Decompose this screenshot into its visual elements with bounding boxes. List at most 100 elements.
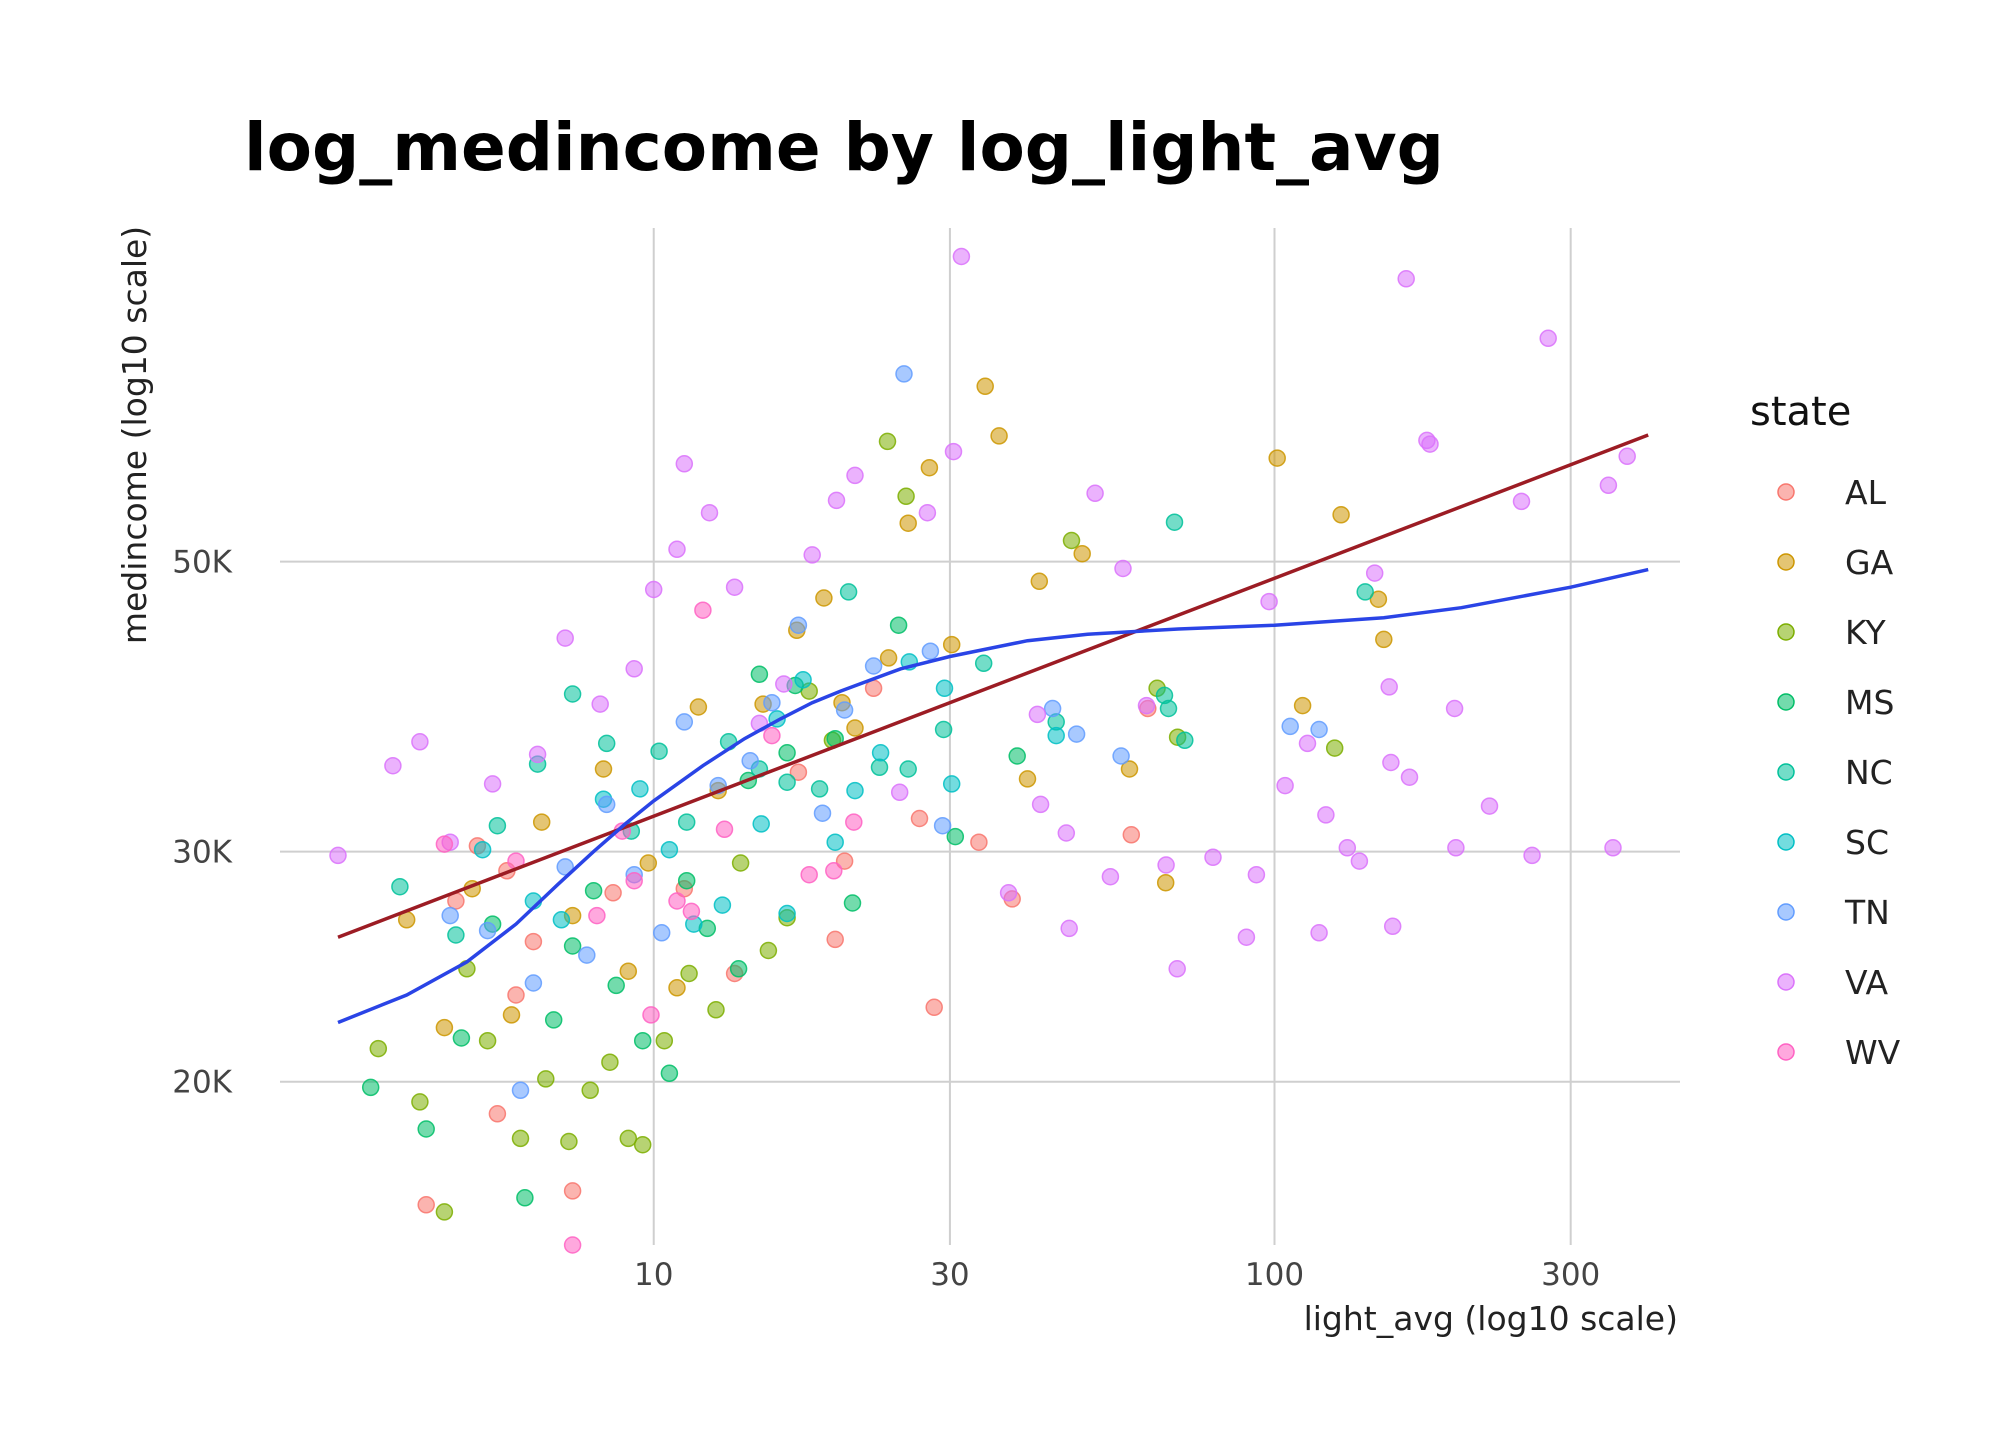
data-point-tn	[675, 713, 694, 731]
data-point-nc	[677, 813, 696, 831]
data-point-va	[1168, 960, 1186, 978]
y-tick-label: 20K	[172, 1065, 232, 1101]
data-point-sc	[794, 671, 812, 689]
x-tick-label: 10	[634, 1257, 673, 1293]
data-point-sc	[552, 911, 571, 929]
legend-key-wv	[1777, 1043, 1795, 1061]
data-point-va	[1480, 797, 1499, 815]
data-point-tn	[763, 693, 781, 712]
data-point-ky	[619, 1129, 638, 1148]
data-point-wv	[588, 906, 606, 925]
data-point-va	[1400, 768, 1419, 786]
data-point-ga	[815, 589, 833, 607]
data-point-al	[925, 998, 943, 1017]
data-point-sc	[826, 833, 844, 851]
data-point-al	[604, 884, 622, 902]
data-point-va	[668, 540, 686, 559]
data-point-tn	[1281, 717, 1299, 736]
data-point-va	[1380, 678, 1398, 696]
data-point-va	[1365, 564, 1384, 582]
chart-title: log_medincome by log_light_avg	[244, 109, 1444, 186]
data-point-va	[1338, 839, 1357, 857]
data-point-va	[1310, 924, 1328, 942]
data-point-ms	[607, 976, 625, 995]
data-point-ms	[660, 1064, 679, 1083]
legend-key-ga	[1777, 553, 1795, 571]
data-point-va	[1028, 705, 1047, 724]
data-point-va	[1599, 476, 1618, 495]
data-point-tn	[933, 816, 952, 835]
data-point-va	[1276, 776, 1294, 795]
data-point-tn	[921, 642, 940, 660]
legend-label-al: AL	[1845, 473, 1887, 512]
linear-fit-line	[337, 433, 1649, 939]
data-point-nc	[391, 877, 409, 896]
data-point-tn	[789, 616, 808, 634]
data-point-nc	[870, 758, 889, 777]
data-point-al	[910, 809, 929, 828]
data-point-nc	[447, 926, 465, 944]
data-point-ga	[1332, 506, 1350, 524]
data-point-tn	[652, 924, 671, 942]
data-point-va	[1350, 852, 1369, 870]
data-point-wv	[563, 1236, 582, 1254]
legend-key-ky	[1777, 623, 1795, 641]
data-point-ga	[1120, 760, 1139, 778]
data-point-va	[411, 733, 429, 751]
data-point-ky	[369, 1039, 388, 1058]
data-point-al	[1122, 826, 1141, 844]
data-point-tn	[556, 858, 574, 876]
data-point-nc	[597, 734, 616, 753]
data-point-tn	[441, 906, 459, 925]
data-point-wv	[763, 726, 781, 745]
data-point-tn	[1043, 699, 1062, 718]
data-point-va	[1204, 848, 1222, 867]
data-point-ga	[1293, 696, 1312, 715]
data-point-sc	[846, 781, 864, 800]
data-point-tn	[597, 795, 616, 814]
data-point-va	[999, 884, 1018, 902]
x-tick-label: 300	[1541, 1257, 1600, 1293]
data-point-va	[329, 846, 347, 865]
y-axis-label: medincome (log10 scale)	[115, 226, 154, 644]
legend-label-tn: TN	[1844, 893, 1890, 932]
data-point-nc	[563, 685, 582, 703]
data-point-va	[1260, 592, 1278, 611]
data-point-nc	[1176, 731, 1194, 750]
legend-key-nc	[1777, 763, 1795, 781]
data-point-ky	[1325, 739, 1344, 757]
data-point-va	[675, 455, 694, 473]
data-point-va	[1539, 329, 1557, 348]
data-point-va	[1604, 839, 1622, 857]
data-point-sc	[871, 744, 890, 762]
data-point-ky	[759, 941, 778, 960]
data-point-ky	[435, 1203, 454, 1221]
data-point-va	[827, 491, 846, 510]
legend-title: state	[1750, 389, 1851, 435]
data-point-va	[528, 745, 547, 764]
data-point-ms	[946, 827, 965, 846]
data-point-ga	[639, 854, 658, 872]
data-point-nc	[778, 773, 796, 791]
data-point-ms	[729, 960, 748, 978]
data-point-ky	[511, 1129, 530, 1148]
data-point-wv	[715, 820, 734, 839]
data-point-ga	[942, 635, 961, 654]
data-point-va	[556, 629, 574, 647]
data-point-ga	[1073, 544, 1091, 563]
data-point-ky	[707, 1001, 725, 1019]
data-point-va	[1383, 917, 1402, 936]
axis-ticks: 10 30 100 300 20K 30K 50K	[172, 545, 1600, 1293]
data-point-ms	[843, 894, 862, 912]
data-point-ky	[633, 1135, 652, 1154]
data-point-nc	[1356, 583, 1374, 601]
data-point-nc	[810, 780, 829, 798]
data-point-ms	[1008, 747, 1026, 765]
data-point-ga	[1018, 770, 1037, 788]
data-point-ga	[976, 377, 994, 396]
data-point-va	[1060, 919, 1078, 938]
data-point-ms	[417, 1120, 435, 1138]
data-point-ga	[1268, 449, 1286, 467]
data-point-ms	[361, 1078, 380, 1097]
